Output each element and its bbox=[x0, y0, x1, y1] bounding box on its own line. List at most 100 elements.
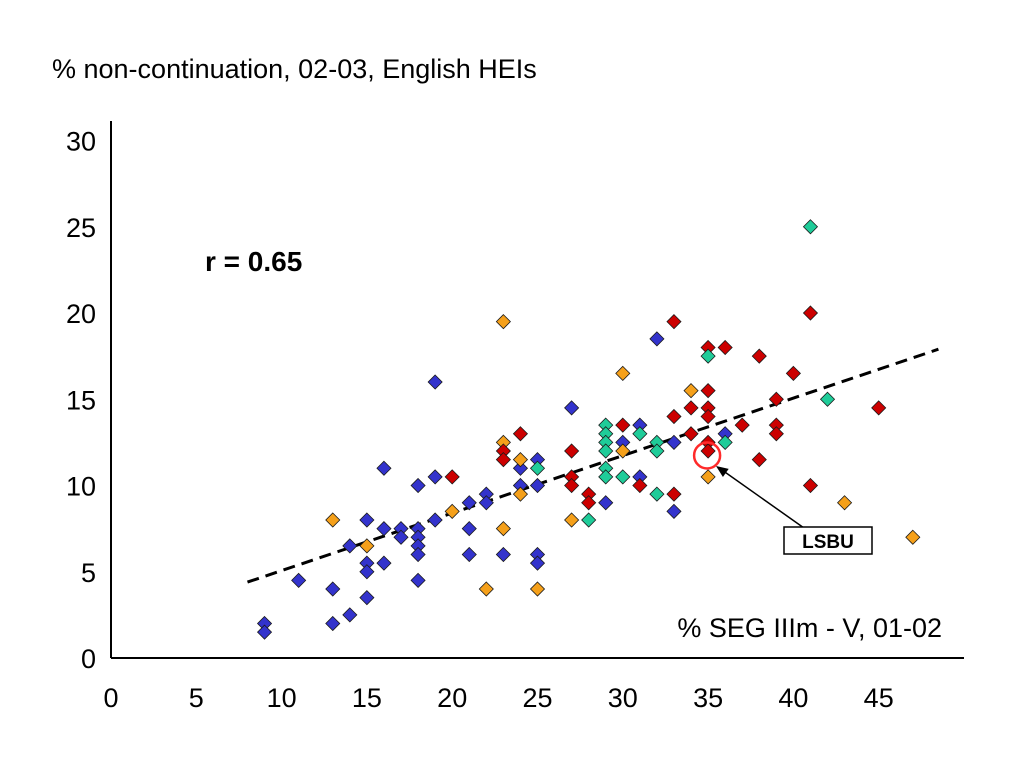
data-point bbox=[512, 452, 529, 468]
data-point bbox=[666, 314, 682, 330]
data-point bbox=[512, 486, 529, 502]
data-point bbox=[495, 521, 511, 537]
data-point bbox=[376, 521, 392, 537]
data-point bbox=[410, 546, 426, 563]
data-point bbox=[649, 443, 665, 459]
data-points bbox=[256, 219, 921, 640]
data-point bbox=[427, 374, 443, 390]
data-point bbox=[615, 469, 631, 485]
x-tick-label: 30 bbox=[608, 683, 638, 713]
data-point bbox=[581, 495, 597, 511]
data-point bbox=[495, 452, 511, 468]
data-point bbox=[632, 477, 648, 494]
data-point bbox=[359, 590, 375, 606]
data-point bbox=[359, 538, 375, 554]
data-point bbox=[444, 503, 460, 519]
data-point bbox=[598, 469, 614, 485]
y-axis-title: % non-continuation, 02-03, English HEIs bbox=[52, 54, 537, 84]
x-tick-label: 20 bbox=[437, 683, 467, 713]
data-point bbox=[666, 434, 682, 450]
callout-label: LSBU bbox=[802, 532, 854, 553]
data-point bbox=[529, 460, 546, 476]
data-point bbox=[802, 219, 819, 235]
x-tick-label: 35 bbox=[693, 683, 723, 713]
data-point bbox=[734, 417, 750, 433]
data-point bbox=[478, 495, 494, 511]
data-point bbox=[376, 460, 392, 476]
data-point bbox=[342, 538, 358, 554]
x-axis-title: % SEG IIIm - V, 01-02 bbox=[677, 613, 942, 643]
data-point bbox=[751, 348, 767, 364]
data-point bbox=[427, 469, 443, 485]
x-tick-label: 10 bbox=[267, 683, 297, 713]
data-point bbox=[325, 615, 341, 632]
x-tick-label: 45 bbox=[864, 683, 894, 713]
data-point bbox=[632, 426, 648, 442]
data-point bbox=[700, 469, 716, 485]
data-point bbox=[819, 391, 836, 407]
data-point bbox=[461, 521, 477, 537]
y-tick-label: 0 bbox=[81, 644, 96, 674]
data-point bbox=[802, 305, 819, 321]
x-tick-label: 5 bbox=[189, 683, 204, 713]
data-point bbox=[683, 426, 699, 442]
data-point bbox=[768, 426, 784, 442]
callout-arrow-line bbox=[721, 469, 805, 529]
lsbu-highlight-circle bbox=[692, 441, 722, 470]
y-tick-label: 5 bbox=[81, 558, 96, 588]
data-point bbox=[666, 503, 682, 519]
data-point bbox=[768, 391, 784, 407]
y-tick-label: 10 bbox=[66, 472, 96, 502]
data-point bbox=[410, 477, 426, 494]
callout-arrow-head bbox=[716, 466, 729, 477]
data-point bbox=[529, 581, 546, 597]
y-tick-label: 20 bbox=[66, 299, 96, 329]
data-point bbox=[512, 460, 529, 476]
y-tick-label: 30 bbox=[66, 127, 96, 157]
x-tick-label: 15 bbox=[352, 683, 382, 713]
data-point bbox=[410, 572, 426, 588]
data-point bbox=[717, 434, 733, 450]
data-point bbox=[564, 400, 580, 416]
x-tick-label: 40 bbox=[778, 683, 808, 713]
data-point bbox=[376, 555, 392, 571]
data-point bbox=[649, 331, 665, 347]
data-point bbox=[564, 477, 580, 494]
data-point bbox=[529, 555, 546, 571]
data-point bbox=[649, 486, 665, 502]
data-point bbox=[512, 426, 529, 442]
data-point bbox=[529, 477, 546, 494]
data-point bbox=[564, 512, 580, 528]
tick-labels: 0 5 10 15 20 25 30 35 40 45 0 5 10 15 20 25 30 bbox=[66, 127, 894, 714]
data-point bbox=[683, 383, 699, 399]
lsbu-callout: LSBU bbox=[692, 441, 873, 555]
data-point bbox=[581, 512, 597, 528]
data-point bbox=[325, 581, 341, 597]
data-point bbox=[393, 529, 409, 545]
data-point bbox=[427, 512, 443, 528]
data-point bbox=[495, 314, 511, 330]
data-point bbox=[615, 365, 631, 381]
data-point bbox=[291, 572, 307, 588]
data-point bbox=[598, 495, 614, 511]
data-point bbox=[615, 417, 631, 433]
data-point bbox=[444, 469, 460, 485]
data-point bbox=[905, 529, 921, 545]
data-point bbox=[598, 443, 614, 459]
data-point bbox=[700, 443, 716, 459]
data-point bbox=[700, 348, 716, 364]
data-point bbox=[342, 607, 358, 623]
data-point bbox=[785, 365, 801, 381]
data-point bbox=[478, 581, 494, 597]
data-point bbox=[564, 443, 580, 459]
data-point bbox=[325, 512, 341, 528]
x-tick-label: 25 bbox=[522, 683, 552, 713]
data-point bbox=[615, 443, 631, 459]
data-point bbox=[359, 512, 375, 528]
data-point bbox=[751, 452, 767, 468]
data-point bbox=[666, 408, 682, 425]
data-point bbox=[256, 624, 273, 640]
data-point bbox=[461, 495, 477, 511]
y-tick-label: 15 bbox=[66, 385, 96, 415]
